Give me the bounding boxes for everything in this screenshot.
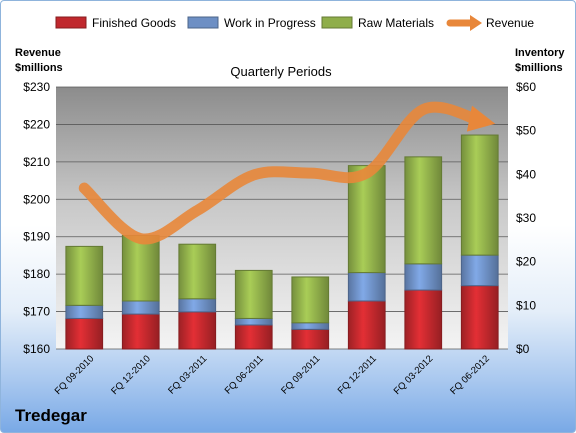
category-axis: FQ 09-2010 FQ 12-2010 FQ 03-2011 FQ 06-2011…	[53, 353, 492, 397]
bar-raw-materials	[404, 156, 443, 265]
legend-label: Revenue	[486, 16, 534, 30]
left-tick-label: $200	[23, 192, 50, 206]
bar-raw-materials	[234, 269, 273, 319]
right-tick-label: $50	[516, 124, 536, 138]
chart-title: Quarterly Periods	[230, 64, 332, 79]
right-tick-label: $40	[516, 167, 536, 181]
left-axis-title-line1: Revenue	[15, 47, 61, 59]
right-tick-label: $20	[516, 255, 536, 269]
bar-finished-goods	[291, 328, 330, 350]
legend-swatch	[187, 16, 219, 29]
bar-raw-materials	[347, 165, 386, 274]
bar-work-in-progress	[347, 272, 386, 302]
legend-label: Work in Progress	[224, 16, 316, 30]
bar-raw-materials	[291, 276, 330, 324]
bar-work-in-progress	[121, 300, 160, 315]
bar-series	[65, 134, 499, 350]
left-tick-label: $170	[23, 305, 50, 319]
bar-finished-goods	[404, 289, 443, 350]
right-tick-label: $0	[516, 342, 530, 356]
left-tick-label: $210	[23, 155, 50, 169]
bar-work-in-progress	[460, 254, 499, 287]
right-tick-label: $60	[516, 80, 536, 94]
bar-finished-goods	[65, 317, 104, 350]
left-axis: $160 $170 $180 $190 $200 $210 $220 $230	[23, 80, 50, 356]
left-tick-label: $160	[23, 342, 50, 356]
category-label: FQ 03-2011	[166, 353, 209, 396]
revenue-line	[78, 101, 496, 245]
right-axis-title-line1: Inventory	[515, 47, 565, 59]
left-tick-label: $190	[23, 230, 50, 244]
right-axis: $0 $10 $20 $30 $40 $50 $60	[516, 80, 536, 356]
legend-label: Raw Materials	[358, 16, 434, 30]
category-label: FQ 09-2010	[53, 353, 97, 397]
bar-finished-goods	[121, 313, 160, 350]
bar-raw-materials	[178, 243, 217, 300]
right-axis-title-line2: $millions	[515, 62, 563, 74]
left-tick-label: $180	[23, 267, 50, 281]
legend: Finished Goods Work in Progress Raw Materi…	[55, 15, 534, 31]
left-tick-label: $220	[23, 117, 50, 131]
category-label: FQ 09-2011	[279, 353, 322, 396]
legend-label: Finished Goods	[92, 16, 176, 30]
category-label: FQ 06-2011	[223, 353, 266, 396]
bar-raw-materials	[460, 134, 499, 256]
category-label: FQ 03-2012	[392, 353, 436, 397]
bar-work-in-progress	[404, 263, 443, 291]
bar-work-in-progress	[178, 298, 217, 313]
revenue-series-line	[78, 101, 496, 245]
company-name: Tredegar	[15, 406, 87, 425]
bar-finished-goods	[178, 311, 217, 350]
right-tick-label: $10	[516, 298, 536, 312]
left-tick-label: $230	[23, 80, 50, 94]
bar-work-in-progress	[234, 317, 273, 326]
bar-finished-goods	[347, 300, 386, 350]
bar-raw-materials	[65, 245, 104, 306]
category-label: FQ 12-2011	[336, 353, 379, 396]
bar-raw-materials	[121, 234, 160, 302]
bar-finished-goods	[460, 285, 499, 350]
bar-work-in-progress	[65, 304, 104, 319]
bar-work-in-progress	[291, 322, 330, 330]
left-axis-title-line2: $millions	[15, 62, 63, 74]
category-label: FQ 06-2012	[448, 353, 492, 397]
category-label: FQ 12-2010	[109, 353, 153, 397]
legend-arrow-icon	[470, 15, 482, 31]
bar-finished-goods	[234, 324, 273, 350]
right-tick-label: $30	[516, 211, 536, 225]
legend-swatch	[321, 16, 353, 29]
legend-swatch	[55, 16, 87, 29]
